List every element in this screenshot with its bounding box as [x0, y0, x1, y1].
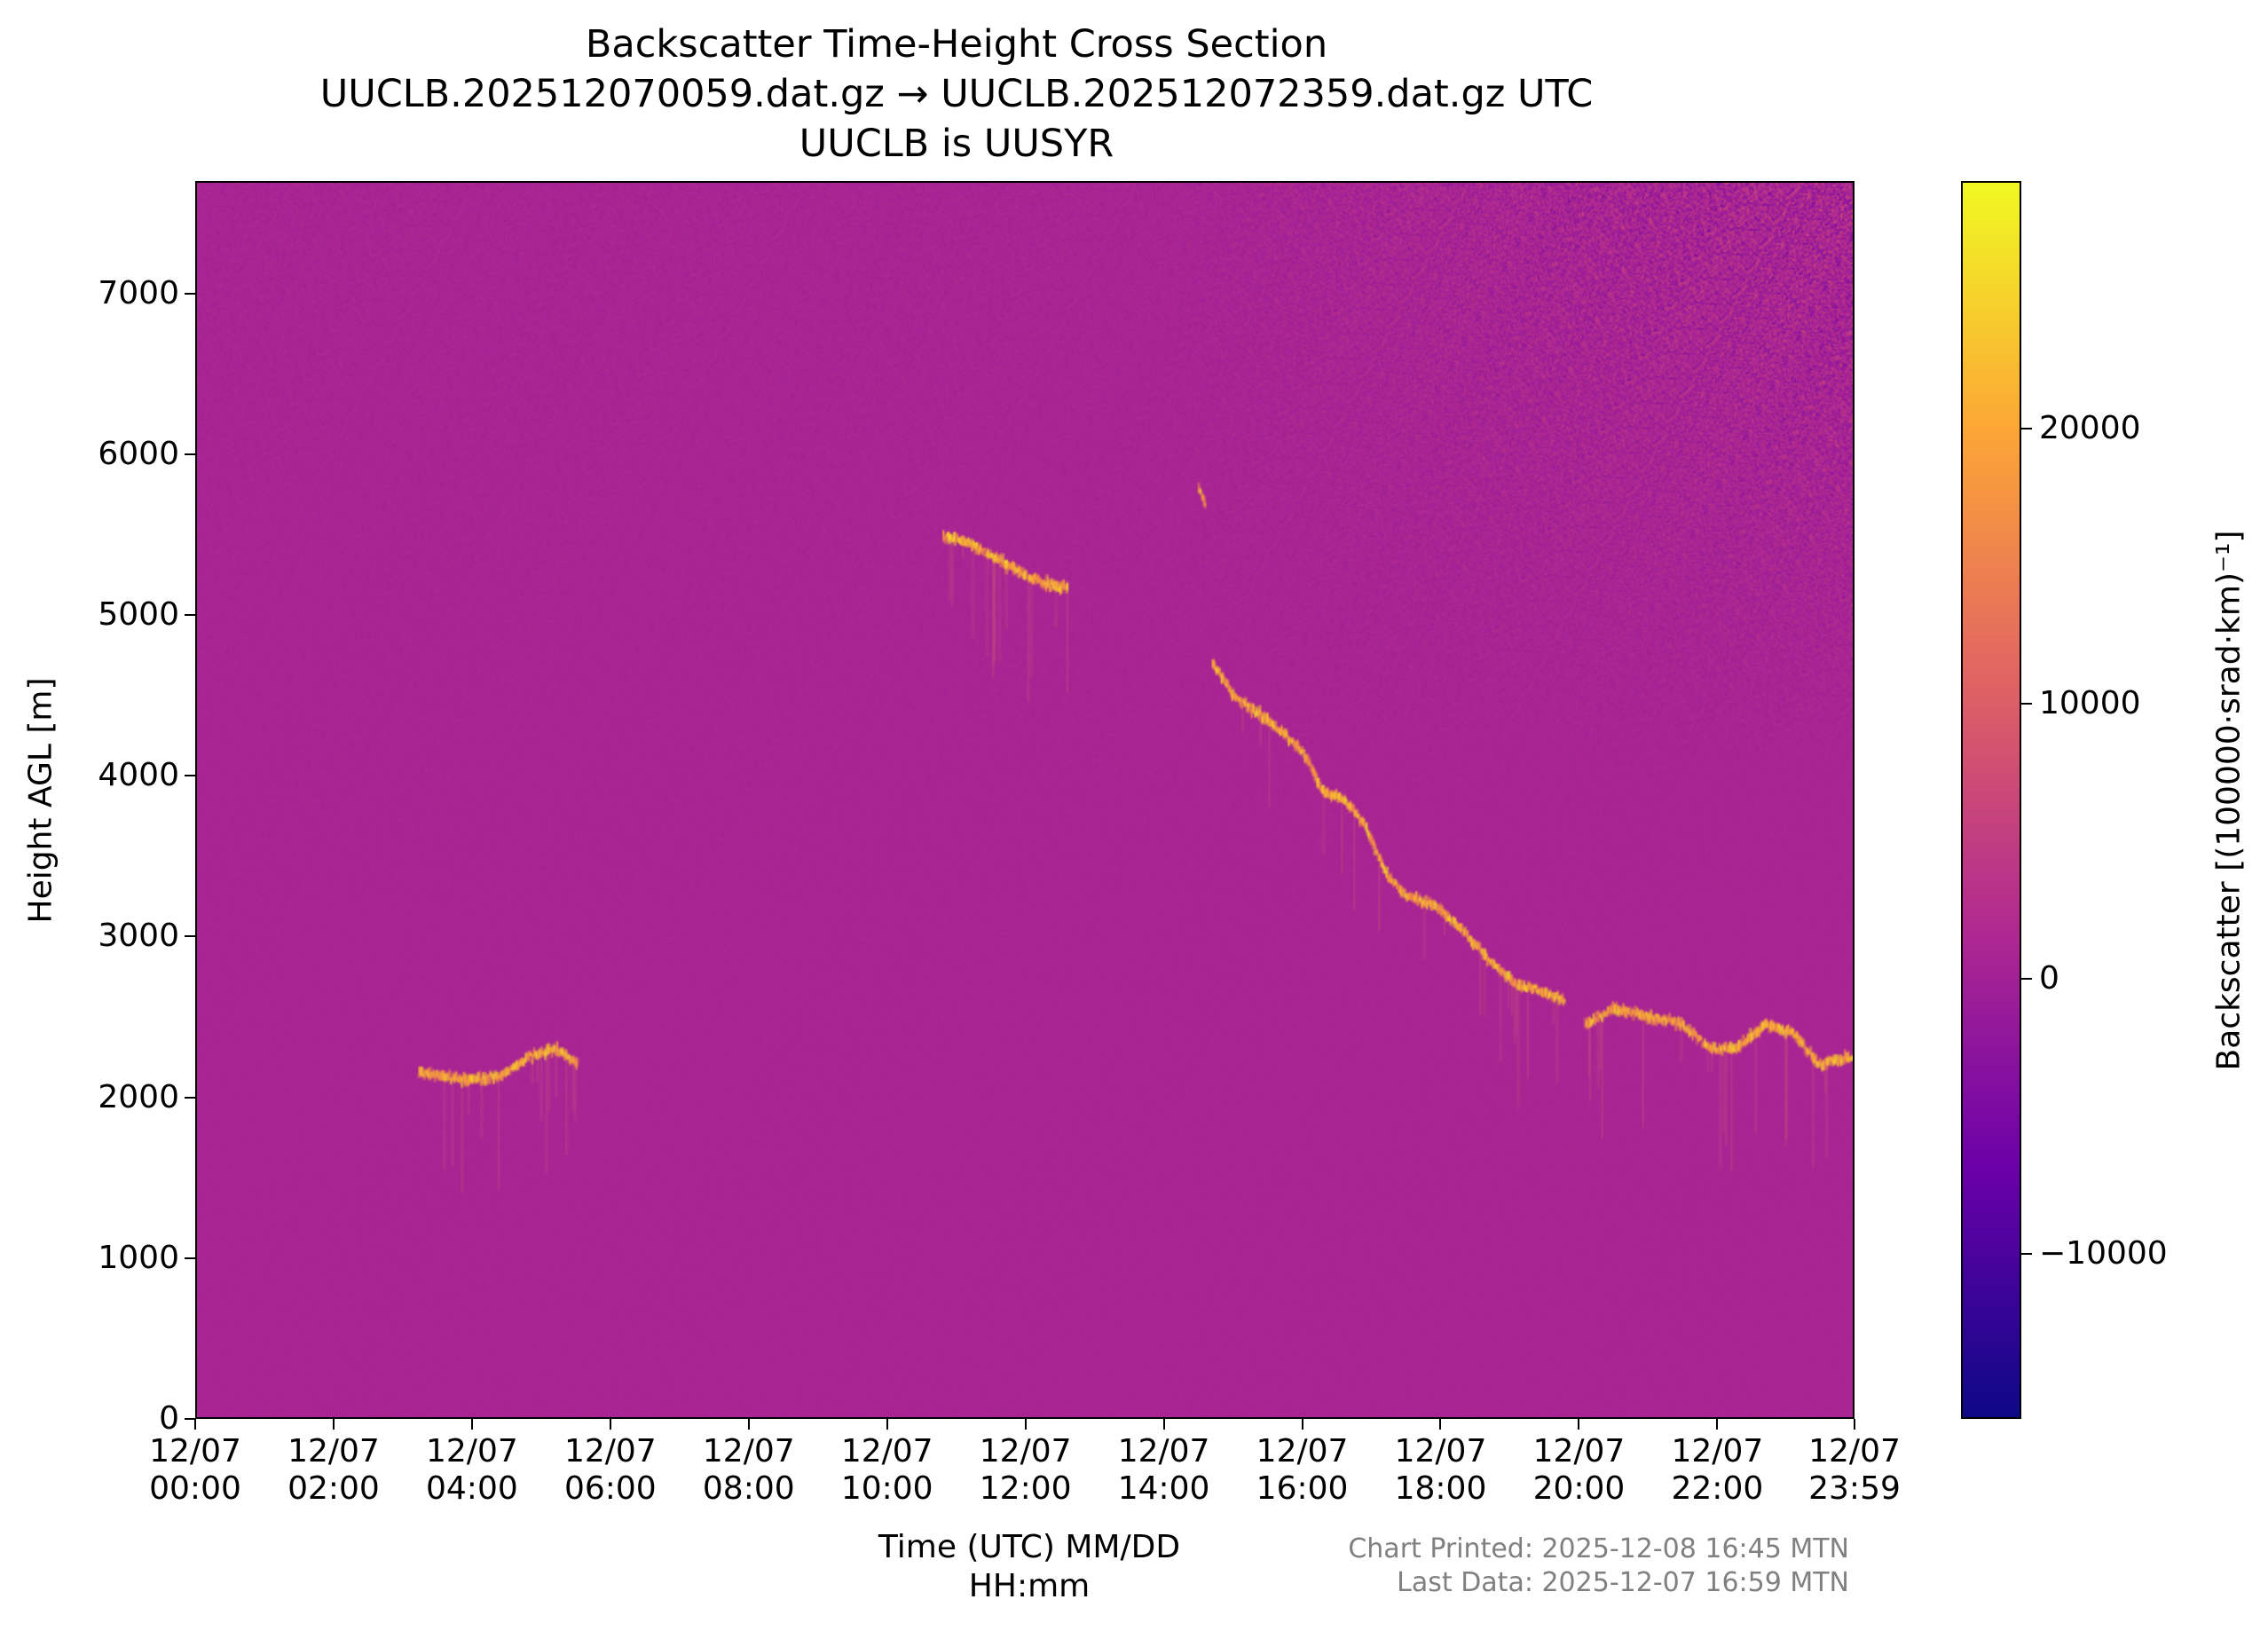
colorbar-tick-label: 10000 [2039, 685, 2141, 721]
colorbar-tick-mark [2021, 1253, 2032, 1255]
y-tick-label: 7000 [98, 274, 179, 311]
y-tick-mark [185, 775, 195, 777]
y-tick-mark [185, 1096, 195, 1099]
chart-subtitle-station: UUCLB is UUSYR [799, 122, 1114, 166]
x-tick-label: 12/07 02:00 [287, 1433, 380, 1507]
x-tick-label: 12/07 20:00 [1532, 1433, 1626, 1507]
colorbar-label: Backscatter [(100000·srad·km)⁻¹] [2210, 530, 2248, 1071]
y-tick-label: 2000 [98, 1078, 179, 1115]
x-tick-label: 12/07 10:00 [840, 1433, 933, 1507]
colorbar-tick-mark [2021, 428, 2032, 429]
x-tick-mark [470, 1419, 473, 1430]
x-axis-label: Time (UTC) MM/DD HH:mm [878, 1529, 1181, 1604]
x-tick-mark [1578, 1419, 1580, 1430]
backscatter-heatmap [197, 183, 1853, 1417]
x-tick-label: 12/07 08:00 [702, 1433, 795, 1507]
x-tick-label: 12/07 12:00 [979, 1433, 1072, 1507]
colorbar-tick-label: 0 [2039, 960, 2059, 997]
x-tick-label: 12/07 18:00 [1394, 1433, 1487, 1507]
x-tick-label: 12/07 04:00 [426, 1433, 518, 1507]
plot-area [195, 181, 1855, 1419]
y-tick-label: 6000 [98, 435, 179, 472]
x-tick-label: 12/07 00:00 [149, 1433, 241, 1507]
y-tick-label: 0 [159, 1400, 179, 1437]
y-tick-label: 3000 [98, 918, 179, 955]
x-tick-mark [886, 1419, 888, 1430]
chart-title: Backscatter Time-Height Cross Section [585, 22, 1328, 67]
y-tick-mark [185, 935, 195, 938]
x-tick-label: 12/07 22:00 [1671, 1433, 1764, 1507]
x-tick-label: 12/07 06:00 [563, 1433, 657, 1507]
y-tick-mark [185, 614, 195, 617]
colorbar-tick-label: −10000 [2039, 1235, 2168, 1272]
x-tick-mark [332, 1419, 335, 1430]
y-axis-label: Height AGL [m] [22, 677, 59, 924]
y-tick-mark [185, 1257, 195, 1259]
y-tick-mark [185, 292, 195, 295]
y-tick-label: 4000 [98, 757, 179, 794]
y-tick-mark [185, 453, 195, 455]
last-data-note: Last Data: 2025-12-07 16:59 MTN [1397, 1567, 1849, 1598]
x-tick-label: 12/07 16:00 [1256, 1433, 1349, 1507]
chart-subtitle: UUCLB.202512070059.dat.gz → UUCLB.202512… [319, 72, 1594, 116]
colorbar-tick-mark [2021, 978, 2032, 980]
colorbar [1961, 181, 2021, 1419]
x-tick-mark [1162, 1419, 1165, 1430]
x-tick-mark [609, 1419, 611, 1430]
x-tick-label: 12/07 14:00 [1117, 1433, 1210, 1507]
x-tick-mark [1439, 1419, 1442, 1430]
x-tick-label: 12/07 23:59 [1808, 1433, 1901, 1507]
x-tick-mark [1024, 1419, 1027, 1430]
x-tick-mark [1854, 1419, 1855, 1430]
chart-printed-note: Chart Printed: 2025-12-08 16:45 MTN [1348, 1533, 1849, 1564]
y-tick-label: 1000 [98, 1239, 179, 1276]
y-tick-label: 5000 [98, 596, 179, 634]
x-tick-mark [747, 1419, 750, 1430]
colorbar-tick-label: 20000 [2039, 410, 2141, 446]
x-tick-mark [1301, 1419, 1303, 1430]
colorbar-tick-mark [2021, 703, 2032, 705]
x-tick-mark [194, 1419, 196, 1430]
y-tick-mark [185, 1418, 195, 1420]
x-tick-mark [1716, 1419, 1719, 1430]
